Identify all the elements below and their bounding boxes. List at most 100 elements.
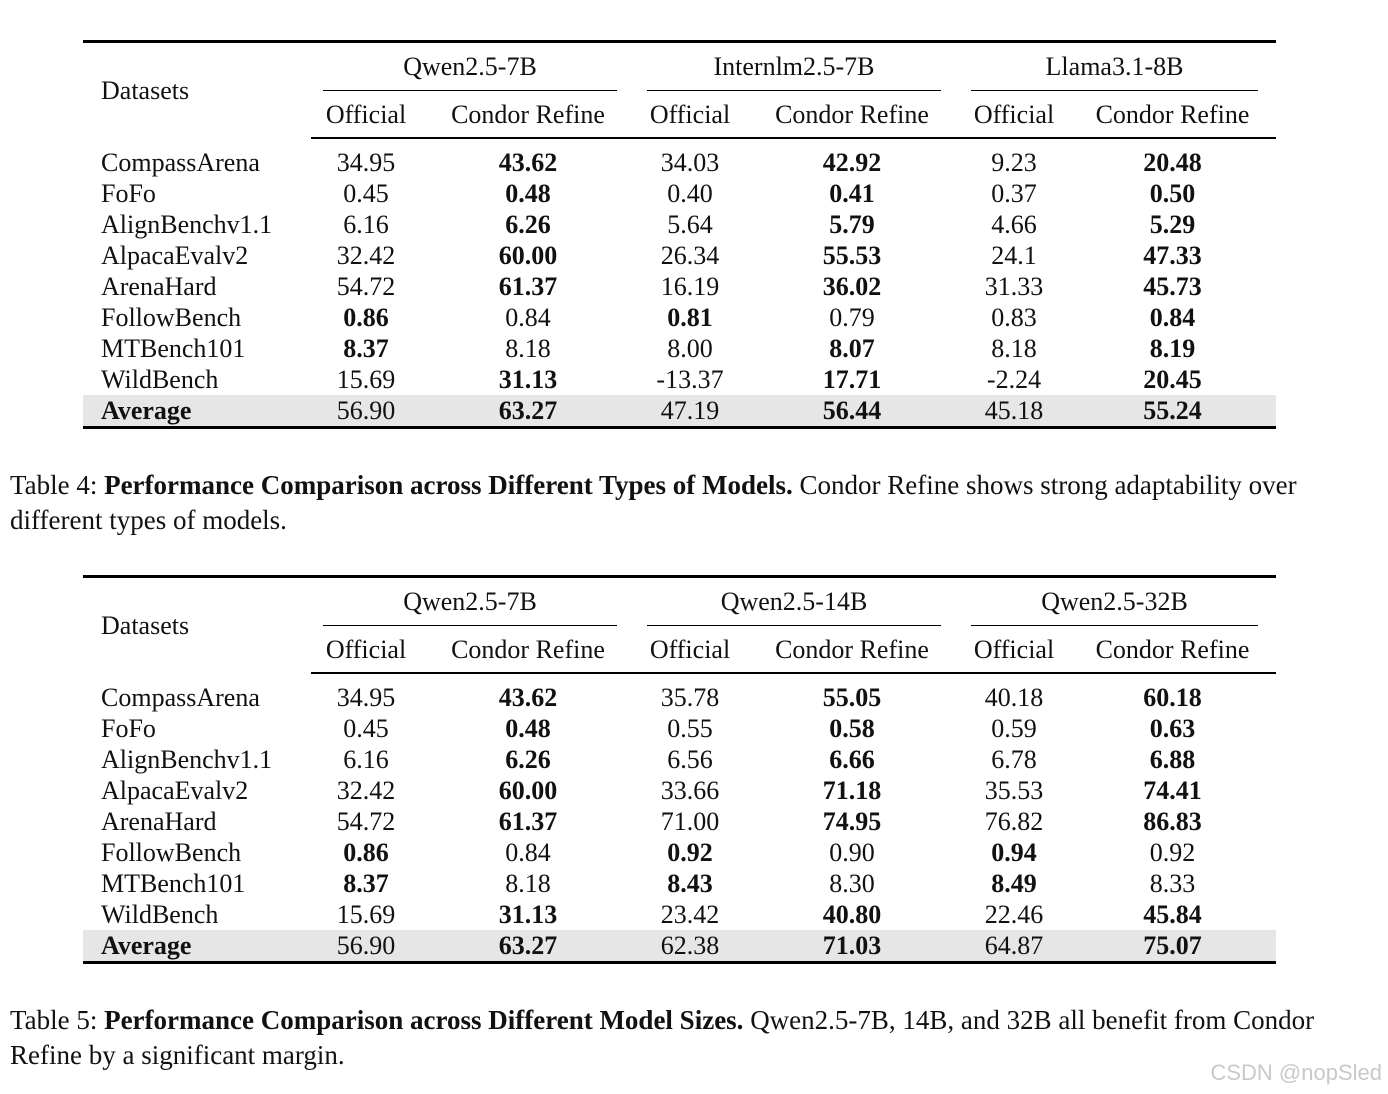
score-cell: 0.58 — [829, 714, 875, 743]
score-cell: 64.87 — [959, 930, 1069, 964]
official-header: Official — [959, 91, 1069, 139]
dataset-name: WildBench — [101, 900, 219, 929]
dataset-name: AlpacaEvalv2 — [101, 241, 249, 270]
score-cell: 56.90 — [311, 930, 421, 964]
model-name: Qwen2.5-7B — [323, 579, 617, 626]
score-cell: 6.26 — [505, 210, 551, 239]
score-cell: 54.72 — [336, 807, 396, 836]
score-cell: 34.03 — [660, 148, 720, 177]
score-cell: 8.37 — [343, 869, 389, 898]
score-cell: 0.92 — [1149, 838, 1196, 867]
table-5: Datasets Qwen2.5-7B Qwen2.5-14B Qwen2.5-32B… — [83, 575, 1276, 964]
score-cell: 0.84 — [505, 838, 551, 867]
score-cell: 6.78 — [991, 745, 1037, 774]
table-row: AlpacaEvalv2 32.42 60.00 26.34 55.53 24.1 47.3… — [83, 240, 1276, 271]
watermark: CSDN @nopSled — [1210, 1060, 1382, 1085]
score-cell: 6.16 — [343, 745, 389, 774]
condor-refine-header: Condor Refine — [745, 91, 959, 139]
score-cell: 32.42 — [336, 776, 396, 805]
table-row: AlignBenchv1.1 6.16 6.26 6.56 6.66 6.78 6.88 — [83, 744, 1276, 775]
score-cell: 0.48 — [505, 714, 551, 743]
score-cell: 0.63 — [1149, 714, 1196, 743]
score-cell: 60.00 — [498, 776, 558, 805]
table-5-caption: Table 5: Performance Comparison across D… — [10, 1003, 1370, 1073]
header-row-variants: Official Condor Refine Official Condor Refi… — [83, 91, 1277, 139]
condor-refine-header: Condor Refine — [1069, 626, 1276, 674]
official-header: Official — [635, 91, 745, 139]
score-cell: 55.05 — [822, 683, 882, 712]
score-cell: 0.50 — [1149, 179, 1196, 208]
table-row: ArenaHard 54.72 61.37 16.19 36.02 31.33 45.73 — [83, 271, 1276, 302]
caption-label: Table 4: — [10, 470, 105, 500]
score-cell: 55.53 — [822, 241, 882, 270]
score-cell: 0.37 — [991, 179, 1037, 208]
score-cell: 8.37 — [343, 334, 389, 363]
score-cell: 45.73 — [1143, 272, 1202, 301]
table-4-caption: Table 4: Performance Comparison across D… — [10, 468, 1370, 538]
score-cell: 8.49 — [991, 869, 1037, 898]
score-cell: 0.45 — [343, 714, 389, 743]
score-cell: 60.18 — [1143, 683, 1202, 712]
score-cell: -13.37 — [656, 365, 724, 394]
score-cell: 6.88 — [1149, 745, 1196, 774]
score-cell: 9.23 — [991, 148, 1037, 177]
table-row: FoFo 0.45 0.48 0.55 0.58 0.59 0.63 — [83, 713, 1276, 744]
score-cell: 0.90 — [829, 838, 875, 867]
score-cell: 6.16 — [343, 210, 389, 239]
table-row: ArenaHard 54.72 61.37 71.00 74.95 76.82 86.83 — [83, 806, 1276, 837]
score-cell: 42.92 — [822, 148, 882, 177]
score-cell: 54.72 — [336, 272, 396, 301]
score-cell: 8.18 — [505, 334, 551, 363]
score-cell: 33.66 — [660, 776, 720, 805]
score-cell: 20.45 — [1143, 365, 1202, 394]
condor-refine-header: Condor Refine — [745, 626, 959, 674]
score-cell: 32.42 — [336, 241, 396, 270]
model-group-header: Qwen2.5-32B — [959, 575, 1276, 626]
score-cell: 8.43 — [667, 869, 713, 898]
score-cell: 40.80 — [822, 900, 882, 929]
score-cell: 5.64 — [667, 210, 713, 239]
score-cell: 47.19 — [635, 395, 745, 429]
score-cell: 0.84 — [505, 303, 551, 332]
score-cell: 74.41 — [1143, 776, 1202, 805]
table-row: WildBench 15.69 31.13 23.42 40.80 22.46 45.84 — [83, 899, 1276, 930]
dataset-name: FollowBench — [101, 303, 242, 332]
score-cell: 62.38 — [635, 930, 745, 964]
caption-title: Performance Comparison across Different … — [104, 1005, 744, 1035]
score-cell: 47.33 — [1143, 241, 1202, 270]
condor-refine-header: Condor Refine — [1069, 91, 1277, 139]
header-row-variants: Official Condor Refine Official Condor Refi… — [83, 626, 1276, 674]
score-cell: 8.00 — [667, 334, 713, 363]
score-cell: 35.53 — [984, 776, 1044, 805]
dataset-name: FoFo — [101, 179, 156, 208]
score-cell: 75.07 — [1069, 930, 1276, 964]
score-cell: 5.79 — [829, 210, 875, 239]
model-group-header: Internlm2.5-7B — [635, 40, 959, 91]
score-cell: 86.83 — [1143, 807, 1202, 836]
score-cell: 31.33 — [984, 272, 1044, 301]
dataset-name: MTBench101 — [101, 334, 246, 363]
model-name: Qwen2.5-7B — [323, 44, 617, 91]
model-group-header: Qwen2.5-14B — [635, 575, 959, 626]
score-cell: 71.00 — [660, 807, 720, 836]
official-header: Official — [959, 626, 1069, 674]
header-row-models: Datasets Qwen2.5-7B Internlm2.5-7B Llama3.1… — [83, 40, 1277, 138]
score-cell: 0.40 — [667, 179, 713, 208]
model-group-header: Llama3.1-8B — [959, 40, 1277, 91]
score-cell: 63.27 — [421, 930, 635, 964]
dataset-name: AlignBenchv1.1 — [101, 210, 273, 239]
score-cell: 43.62 — [498, 683, 558, 712]
average-row: Average 56.90 63.27 47.19 56.44 45.18 55.24 — [83, 395, 1277, 429]
datasets-header: Datasets — [83, 575, 311, 673]
score-cell: 24.1 — [991, 241, 1037, 270]
score-cell: 34.95 — [336, 683, 396, 712]
model-group-header: Qwen2.5-7B — [311, 575, 635, 626]
score-cell: 31.13 — [498, 365, 558, 394]
table-row: AlpacaEvalv2 32.42 60.00 33.66 71.18 35.53 74.… — [83, 775, 1276, 806]
score-cell: 56.44 — [745, 395, 959, 429]
model-name: Qwen2.5-32B — [971, 579, 1258, 626]
score-cell: 6.26 — [505, 745, 551, 774]
table-4: Datasets Qwen2.5-7B Internlm2.5-7B Llama3.1… — [83, 40, 1277, 429]
score-cell: 15.69 — [336, 900, 396, 929]
score-cell: 20.48 — [1143, 148, 1202, 177]
